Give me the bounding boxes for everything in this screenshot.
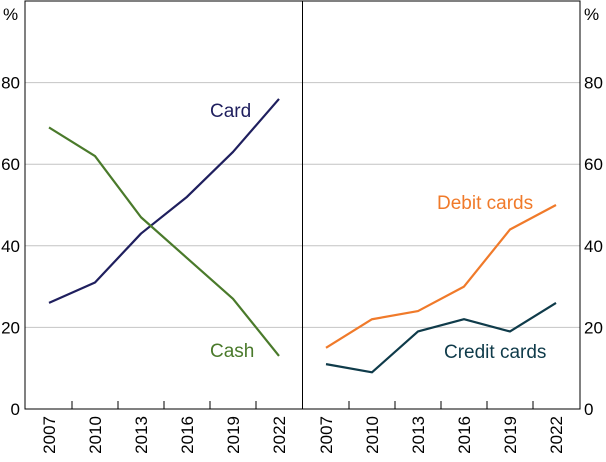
y-tick-label-left: 60: [1, 155, 20, 174]
y-unit-left: %: [3, 5, 18, 24]
x-tick-label: 2019: [501, 416, 520, 454]
series-label-credit-cards: Credit cards: [444, 342, 546, 363]
series-lines: [48, 98, 557, 374]
series-labels: Card Cash Debit cards Credit cards: [210, 101, 546, 363]
y-tick-label-left: 80: [1, 74, 20, 93]
x-tick-label: 2022: [547, 416, 566, 454]
series-line-credit-cards: [325, 301, 557, 374]
y-unit-right: %: [584, 5, 599, 24]
x-tick-label: 2010: [86, 416, 105, 454]
axis-ticks: [71, 401, 534, 409]
x-tick-label: 2007: [40, 416, 59, 454]
x-tick-label: 2013: [132, 416, 151, 454]
y-tick-label-left: 20: [1, 318, 20, 337]
axis-labels: 0 0 20 20 40 40 60 60 80 80% % 2007 2010 2013 2016 2019…: [1, 5, 603, 454]
x-tick-label: 2013: [409, 416, 428, 454]
series-label-debit-cards: Debit cards: [437, 193, 533, 214]
x-tick-label: 2007: [317, 416, 336, 454]
y-tick-label-left: 40: [1, 237, 20, 256]
y-tick-label-right: 20: [584, 318, 603, 337]
y-tick-label-right: 60: [584, 155, 603, 174]
x-tick-label: 2016: [178, 416, 197, 454]
y-tick-label-right: 80: [584, 74, 603, 93]
series-line-card: [48, 98, 280, 304]
series-label-cash: Cash: [210, 341, 254, 362]
series-label-card: Card: [210, 101, 251, 122]
series-line-cash: [48, 126, 280, 357]
y-tick-label-right: 0: [584, 400, 593, 419]
x-tick-label: 2022: [270, 416, 289, 454]
x-tick-label: 2010: [363, 416, 382, 454]
series-line-debit-cards: [325, 204, 557, 349]
x-tick-label: 2016: [455, 416, 474, 454]
x-tick-label: 2019: [224, 416, 243, 454]
y-tick-label-left: 0: [11, 400, 20, 419]
y-tick-label-right: 40: [584, 237, 603, 256]
